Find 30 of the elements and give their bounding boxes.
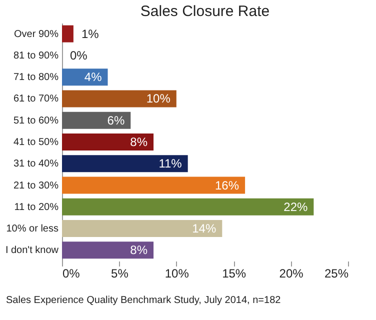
data-label: 1% xyxy=(81,26,100,41)
y-tick-label: 61 to 70% xyxy=(13,94,59,105)
y-tick-label: 10% or less xyxy=(6,224,58,235)
x-tick-label: 10% xyxy=(164,266,190,280)
y-tick-label: 41 to 50% xyxy=(13,137,59,148)
y-tick-label: 81 to 90% xyxy=(13,50,59,62)
x-tick-label: 25% xyxy=(324,266,349,280)
y-tick-label: 71 to 80% xyxy=(13,72,59,84)
data-label: 6% xyxy=(107,113,125,128)
y-tick-label: 51 to 60% xyxy=(13,115,59,126)
data-label: 8% xyxy=(130,135,148,149)
data-label: 4% xyxy=(84,70,102,84)
data-label: 8% xyxy=(130,243,148,258)
data-label: 10% xyxy=(146,92,171,106)
text: Sales Experience Quality Benchmark Study, July 2014, n=182 xyxy=(5,295,282,306)
chart-title: Sales Closure Rate xyxy=(140,3,270,20)
x-tick-label: 5% xyxy=(111,266,129,280)
y-tick-label: I don't know xyxy=(5,245,60,256)
data-label: 14% xyxy=(192,222,216,236)
data-label: 11% xyxy=(158,156,182,171)
data-label: 16% xyxy=(215,178,240,192)
x-tick-label: 0% xyxy=(62,266,80,280)
y-tick-label: 11 to 20% xyxy=(14,202,59,213)
y-tick-label: Over 90% xyxy=(14,28,59,40)
x-tick-label: 15% xyxy=(222,266,246,280)
data-label: 0% xyxy=(70,48,88,62)
y-tick-label: 31 to 40% xyxy=(13,158,59,170)
y-tick-label: 21 to 30% xyxy=(13,180,59,192)
x-tick-label: 20% xyxy=(279,266,304,280)
data-label: 22% xyxy=(284,200,308,214)
